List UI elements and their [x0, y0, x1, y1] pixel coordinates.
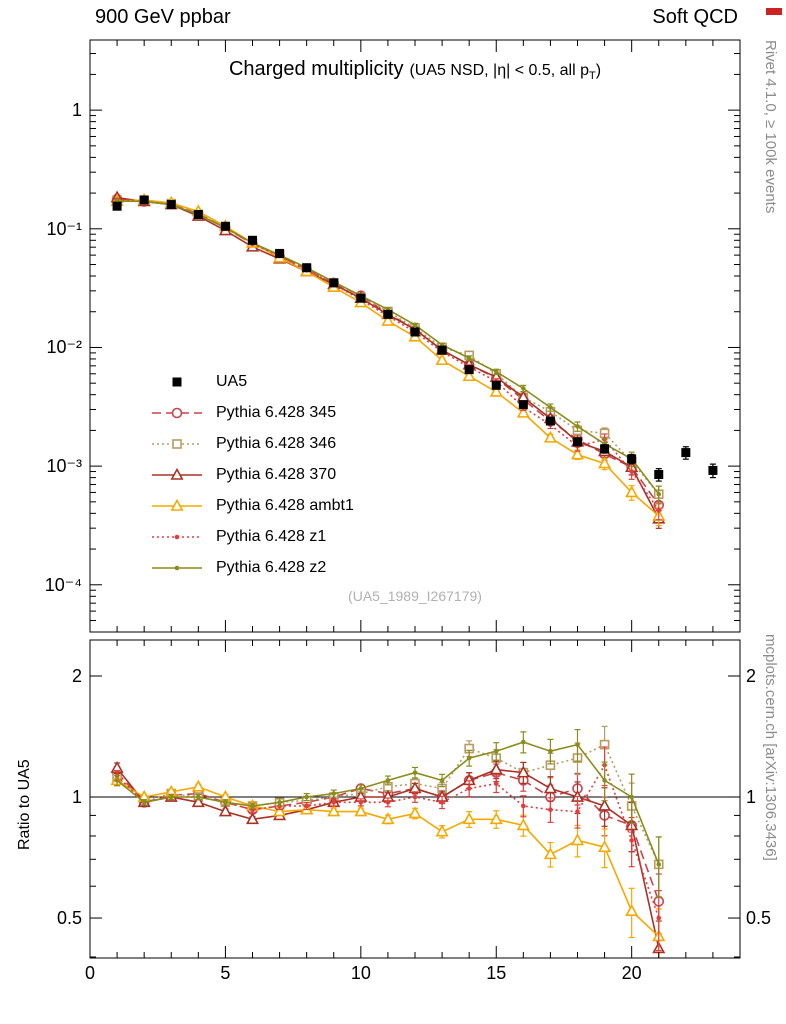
legend-item: Pythia 6.428 z2	[150, 552, 354, 583]
ratio-y-tick-label-right: 2	[746, 666, 757, 686]
plot-title-sub: (UA5 NSD, |η| < 0.5, all pT)	[409, 62, 602, 83]
legend-label: Pythia 6.428 z2	[216, 558, 327, 576]
legend-item: Pythia 6.428 345	[150, 397, 354, 428]
beam-energy-label: 900 GeV ppbar	[95, 6, 231, 28]
dot-legend-icon	[152, 534, 202, 539]
corner-mark	[766, 8, 782, 15]
x-tick-label: 20	[621, 963, 642, 983]
main-y-tick-label: 10⁻¹	[46, 218, 82, 239]
open-circle-legend-icon	[152, 407, 202, 418]
legend-label: UA5	[216, 372, 248, 390]
legend-label: Pythia 6.428 z1	[216, 527, 327, 545]
x-tick-label: 15	[486, 963, 507, 983]
legend-label: Pythia 6.428 345	[216, 403, 337, 421]
ratio-y-tick-label-left: 1	[71, 787, 82, 808]
plot-subtitle-close: )	[595, 62, 602, 79]
x-tick-label: 5	[220, 963, 231, 983]
filled-square-legend-icon	[172, 377, 182, 386]
plot-subtitle-subscript: T	[588, 70, 596, 83]
x-tick-label: 0	[84, 963, 95, 983]
ratio-y-tick-label-left: 0.5	[56, 908, 82, 929]
legend-label: Pythia 6.428 346	[216, 434, 337, 452]
legend-item: Pythia 6.428 ambt1	[150, 490, 354, 521]
legend-item: Pythia 6.428 370	[150, 459, 354, 490]
open-triangle-legend-icon	[152, 467, 202, 480]
dot-legend-icon	[152, 565, 202, 570]
legend-label: Pythia 6.428 370	[216, 465, 337, 483]
plot-title-main: Charged multiplicity	[228, 58, 404, 80]
analysis-id-watermark: (UA5_1989_I267179)	[348, 588, 482, 604]
ratio-y-tick-label-left: 2	[71, 666, 82, 686]
legend: UA5 Pythia 6.428 345 Pythia 6.428 346 Pythi…	[150, 366, 354, 583]
process-group-label: Soft QCD	[652, 6, 738, 28]
legend-item: Pythia 6.428 346	[150, 428, 354, 459]
open-square-legend-icon	[152, 438, 202, 449]
x-tick-label: 10	[350, 963, 371, 983]
main-y-tick-label: 1	[71, 100, 82, 121]
plot-subtitle-text: (UA5 NSD, |η| < 0.5, all p	[409, 62, 589, 79]
legend-item: UA5	[150, 366, 354, 397]
main-y-tick-label: 10⁻⁴	[44, 574, 82, 595]
rivet-version-label: Rivet 4.1.0, ≥ 100k events	[762, 40, 779, 214]
ratio-y-tick-label-right: 1	[746, 787, 757, 808]
open-triangle-legend-icon	[152, 498, 202, 511]
plot-title: Charged multiplicity (UA5 NSD, |η| < 0.5,…	[90, 58, 740, 82]
legend-item: Pythia 6.428 z1	[150, 521, 354, 552]
main-y-tick-label: 10⁻²	[46, 337, 82, 358]
main-y-tick-label: 10⁻³	[46, 456, 82, 477]
ratio-y-tick-label-right: 0.5	[746, 908, 772, 929]
legend-label: Pythia 6.428 ambt1	[216, 496, 354, 514]
